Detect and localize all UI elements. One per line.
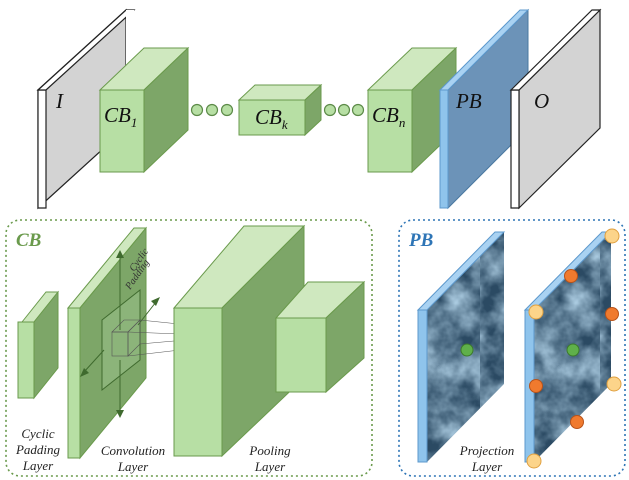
symmetric-point-dot: [529, 379, 543, 393]
convolution-caption-2: Layer: [117, 459, 149, 474]
pooling-caption-2: Layer: [254, 459, 286, 474]
ellipsis-dots-right: [323, 103, 365, 117]
ellipsis-dots-left: [190, 103, 234, 117]
pb-label: PB: [455, 89, 482, 113]
cyclic-padding-caption-1: Cyclic: [21, 426, 54, 441]
pb-panel-title: PB: [408, 230, 433, 251]
cb1-label: CB1: [104, 103, 137, 130]
pb-detail-panel: PB Projection Layer: [398, 219, 626, 477]
cyclic-padding-caption-2: Padding: [15, 442, 61, 457]
projection-block-slab: PB: [438, 8, 530, 210]
conv-block-k: CBk: [237, 83, 323, 137]
conv-block-1: CB1: [98, 46, 190, 174]
convolution-slab: Cyclic Padding: [66, 226, 160, 460]
output-slab: O: [509, 8, 602, 210]
input-slab: I: [36, 8, 136, 210]
pooling-slab: [172, 224, 306, 458]
cyclic-padding-slab: [17, 290, 60, 400]
symmetric-point-dot: [605, 307, 619, 321]
convolution-caption-1: Convolution: [101, 443, 165, 458]
pooling-output-cube: [274, 280, 366, 394]
projection-output-slab: [523, 228, 622, 469]
cbn-label: CBn: [372, 103, 405, 130]
projection-caption-2: Layer: [471, 459, 503, 474]
symmetric-point-dot: [526, 453, 542, 469]
input-label: I: [55, 89, 64, 113]
symmetric-point-dot: [570, 415, 584, 429]
symmetric-point-dot: [604, 228, 620, 244]
output-label: O: [534, 89, 549, 113]
symmetric-point-dot: [564, 269, 578, 283]
cb-detail-panel: CB Cyclic Padd: [5, 219, 373, 477]
projection-input-slab: [416, 231, 506, 463]
projection-caption-1: Projection: [459, 443, 514, 458]
center-point-dot: [460, 343, 474, 357]
pooling-caption-1: Pooling: [248, 443, 291, 458]
cb-panel-title: CB: [16, 230, 41, 251]
symmetric-point-dot: [528, 304, 544, 320]
symmetric-point-dot: [606, 376, 622, 392]
cyclic-padding-caption-3: Layer: [22, 458, 54, 473]
center-point-dot: [566, 343, 580, 357]
conv-block-n: CBn: [366, 46, 458, 174]
cbk-label: CBk: [255, 105, 288, 132]
